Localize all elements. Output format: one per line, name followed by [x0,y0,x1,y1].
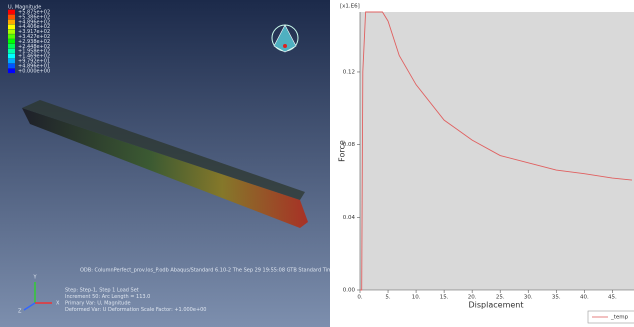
plot-area [360,12,634,290]
legend-swatch [8,59,15,64]
triad-label: Z [18,309,22,315]
y-tick-label: 0.08 [343,142,356,148]
legend-swatch [8,29,15,34]
chart: [x1.E6] Displacement Force 0.000.040.080… [330,0,634,327]
x-tick-label: 40. [580,295,589,301]
info-line: Deformed Var: U Deformation Scale Factor… [65,307,207,313]
legend-swatch [8,10,15,15]
legend-swatch [8,34,15,39]
scale-label: [x1.E6] [340,4,360,10]
x-axis-label: Displacement [469,301,524,310]
triad-label: X [56,301,60,307]
legend-swatch [8,44,15,49]
legend-swatch [8,54,15,59]
legend-swatch [8,64,15,69]
legend-swatch [8,39,15,44]
x-tick-label: 10. [412,295,421,301]
legend-label: _temp [610,315,629,321]
odb-line: ODB: ColumnPerfect_prov.los_P.odb Abaqus… [80,268,340,274]
x-tick-label: 5. [385,295,390,301]
info-line: Primary Var: U, Magnitude [65,301,131,307]
info-line: Increment 50: Arc Length = 113.0 [65,294,150,300]
x-tick-label: 25. [496,295,505,301]
x-tick-label: 0. [357,295,362,301]
y-tick-label: 0.04 [343,215,356,221]
x-tick-label: 15. [440,295,449,301]
legend-swatch [8,49,15,54]
page: Y X Z U, Magnitude ODB: ColumnPerfect_pr… [0,0,634,327]
legend-swatch [8,15,15,20]
compass-dot [283,44,287,48]
legend-swatch [8,24,15,29]
x-tick-label: 45. [608,295,617,301]
screen: Y X Z U, Magnitude ODB: ColumnPerfect_pr… [0,0,634,327]
y-tick-label: 0.12 [343,69,355,75]
legend-swatch [8,20,15,25]
x-tick-label: 20. [468,295,477,301]
legend-swatch [8,69,15,74]
info-line: Step: Step-1, Step 1 Load Set [65,288,139,294]
x-tick-label: 35. [552,295,561,301]
legend-value: +0.000e+00 [18,68,50,74]
x-tick-label: 30. [524,295,533,301]
y-tick-label: 0.00 [343,288,356,294]
viewport: Y X Z U, Magnitude ODB: ColumnPerfect_pr… [0,0,340,327]
